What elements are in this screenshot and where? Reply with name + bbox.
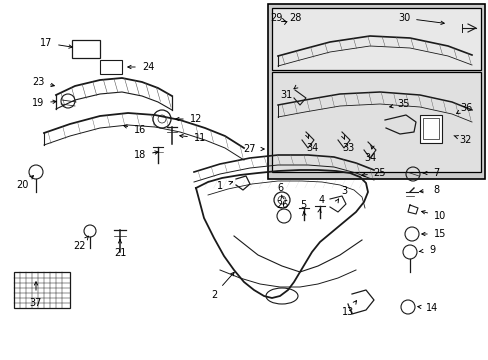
Text: 7: 7 xyxy=(432,168,438,178)
Text: 14: 14 xyxy=(425,303,437,313)
Text: 25: 25 xyxy=(373,168,386,178)
Text: 13: 13 xyxy=(341,307,353,317)
Text: 17: 17 xyxy=(40,38,52,48)
Text: 16: 16 xyxy=(134,125,146,135)
Text: 8: 8 xyxy=(432,185,438,195)
Text: 12: 12 xyxy=(189,114,202,124)
Text: 29: 29 xyxy=(269,13,282,23)
Bar xyxy=(422,118,438,139)
Text: 34: 34 xyxy=(363,153,375,163)
Text: 15: 15 xyxy=(433,229,445,239)
Text: 26: 26 xyxy=(275,200,287,210)
Text: 22: 22 xyxy=(74,241,86,251)
Bar xyxy=(419,115,441,143)
Bar xyxy=(267,4,484,179)
Text: 11: 11 xyxy=(193,133,206,143)
Text: 6: 6 xyxy=(276,183,283,193)
Text: 28: 28 xyxy=(288,13,301,23)
Text: 27: 27 xyxy=(243,144,256,154)
Text: 9: 9 xyxy=(428,245,434,255)
Text: 35: 35 xyxy=(397,99,409,109)
Bar xyxy=(271,72,480,172)
Bar xyxy=(72,40,100,58)
Text: 4: 4 xyxy=(318,195,325,205)
Text: 32: 32 xyxy=(459,135,471,145)
Text: 2: 2 xyxy=(210,290,217,300)
Text: 30: 30 xyxy=(397,13,409,23)
Text: 3: 3 xyxy=(340,186,346,196)
Text: 10: 10 xyxy=(433,211,445,221)
Text: 33: 33 xyxy=(341,143,353,153)
Text: 21: 21 xyxy=(114,248,126,258)
Bar xyxy=(271,8,480,70)
Bar xyxy=(14,272,70,308)
Text: 20: 20 xyxy=(16,180,28,190)
Text: 31: 31 xyxy=(279,90,291,100)
Text: 23: 23 xyxy=(32,77,44,87)
Text: 1: 1 xyxy=(217,181,223,191)
Bar xyxy=(100,60,122,74)
Text: 19: 19 xyxy=(32,98,44,108)
Text: 36: 36 xyxy=(459,103,471,113)
Text: 34: 34 xyxy=(305,143,318,153)
Text: 37: 37 xyxy=(30,298,42,308)
Text: 24: 24 xyxy=(142,62,154,72)
Text: 5: 5 xyxy=(299,200,305,210)
Text: 18: 18 xyxy=(134,150,146,160)
